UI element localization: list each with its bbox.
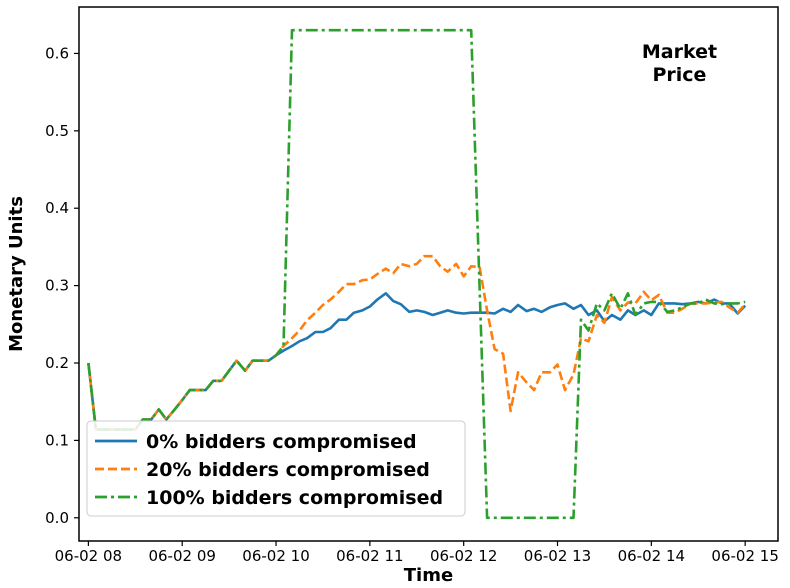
y-axis-label: Monetary Units — [6, 196, 27, 352]
legend-label: 100% bidders compromised — [146, 487, 443, 509]
y-tick-label: 0.2 — [45, 354, 69, 372]
plot-frame — [78, 6, 779, 542]
x-tick-label: 06-02 15 — [711, 547, 778, 565]
series-layer — [87, 28, 747, 520]
y-tick-label: 0.1 — [45, 431, 69, 449]
legend-label: 20% bidders compromised — [146, 459, 430, 481]
legend-box — [86, 420, 466, 517]
y-tick-label: 0.0 — [45, 509, 69, 527]
x-tick-label: 06-02 14 — [618, 547, 685, 565]
y-tick-label: 0.5 — [45, 122, 69, 140]
x-tick-label: 06-02 10 — [242, 547, 309, 565]
annotation-market: Market — [642, 41, 717, 63]
x-tick-label: 06-02 09 — [148, 547, 215, 565]
y-tick-label: 0.4 — [45, 199, 69, 217]
legend: 0% bidders compromised 20% bidders compro… — [86, 420, 466, 517]
x-axis-label: Time — [404, 565, 453, 586]
y-tick-label: 0.3 — [45, 277, 69, 295]
y-axis-ticks: 0.0 0.1 0.2 0.3 0.4 0.5 0.6 — [45, 44, 79, 527]
series-line-2 — [87, 28, 746, 520]
x-tick-label: 06-02 13 — [524, 547, 591, 565]
y-tick-label: 0.6 — [45, 44, 69, 62]
x-axis-ticks: 06-02 08 06-02 09 06-02 10 06-02 11 06-02 12… — [55, 541, 779, 565]
legend-label: 0% bidders compromised — [146, 431, 417, 453]
x-tick-label: 06-02 11 — [336, 547, 403, 565]
x-tick-label: 06-02 12 — [430, 547, 497, 565]
x-tick-label: 06-02 08 — [55, 547, 122, 565]
annotation-price: Price — [652, 64, 706, 86]
